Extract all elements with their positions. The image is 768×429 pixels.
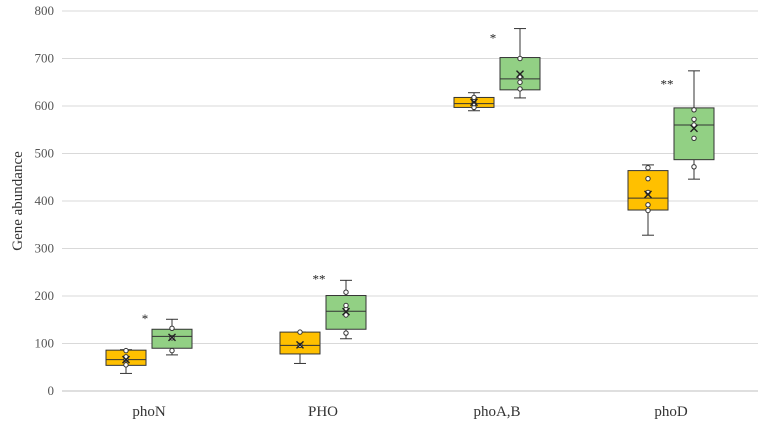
data-point [645,202,651,208]
data-point [645,165,651,171]
mean-x-stroke [516,70,524,79]
mean-marker [690,124,698,133]
data-point [691,107,697,113]
data-point [123,362,129,368]
significance-marker: ** [313,271,326,286]
y-tick-label: 200 [35,288,55,303]
data-point [517,79,523,85]
mean-x-stroke [690,124,698,133]
significance-marker: * [490,31,497,46]
box-group2-phoN [151,318,193,356]
y-tick-label: 500 [35,146,55,161]
mean-marker [644,190,652,199]
box-group1-phoN [105,347,147,374]
data-point [343,302,349,309]
data-point [169,347,175,354]
mean-x-stroke [470,98,478,107]
box-group1-phoD [627,164,669,236]
box-group1-PHO [279,329,321,364]
data-point [343,330,349,336]
x-category-label: phoD [654,404,688,420]
data-point [517,55,523,62]
data-point [645,207,651,214]
box-group1-phoA,B [453,92,495,112]
y-axis-title: Gene abundance [10,151,26,251]
mean-marker [296,340,304,349]
mean-x-stroke [296,340,304,349]
mean-marker [342,307,350,316]
y-tick-label: 100 [35,336,55,351]
mean-x-stroke [342,307,350,316]
data-point [343,312,349,318]
x-category-label: phoA,B [473,404,520,420]
axes: Gene abundance 0 100 200 300 400 500 600 700 800 [10,3,54,398]
x-category-label: phoN [132,404,166,420]
mean-marker [516,70,524,79]
box-group2-phoA,B [499,28,541,99]
mean-x-stroke [122,355,130,364]
mean-marker [122,355,130,364]
data-point [169,325,175,331]
y-tick-label: 400 [35,193,55,208]
y-tick-label: 700 [35,51,55,66]
data-point [517,86,523,92]
significance-annotations: ****** [142,31,674,326]
y-tick-label: 300 [35,241,55,256]
data-point [645,175,651,182]
box-iqr [673,107,715,161]
boxes [105,28,715,374]
significance-marker: ** [661,77,674,92]
data-point [691,164,697,170]
data-point [297,329,303,335]
box-group2-phoD [673,70,715,180]
data-point [123,347,129,354]
y-tick-label: 0 [48,383,55,398]
mean-x-stroke [644,190,652,199]
box-group2-PHO [325,279,367,340]
mean-marker [470,98,478,107]
category-labels: phoN PHO phoA,B phoD [132,404,688,420]
data-point [691,135,697,142]
y-tick-label: 800 [35,3,55,18]
data-point [343,289,349,295]
mean-x-stroke [168,333,176,342]
data-point [471,94,477,101]
significance-marker: * [142,311,149,326]
y-tick-label: 600 [35,98,55,113]
x-category-label: PHO [308,404,338,420]
mean-marker [168,333,176,342]
data-point [691,122,697,128]
data-point [691,116,697,123]
